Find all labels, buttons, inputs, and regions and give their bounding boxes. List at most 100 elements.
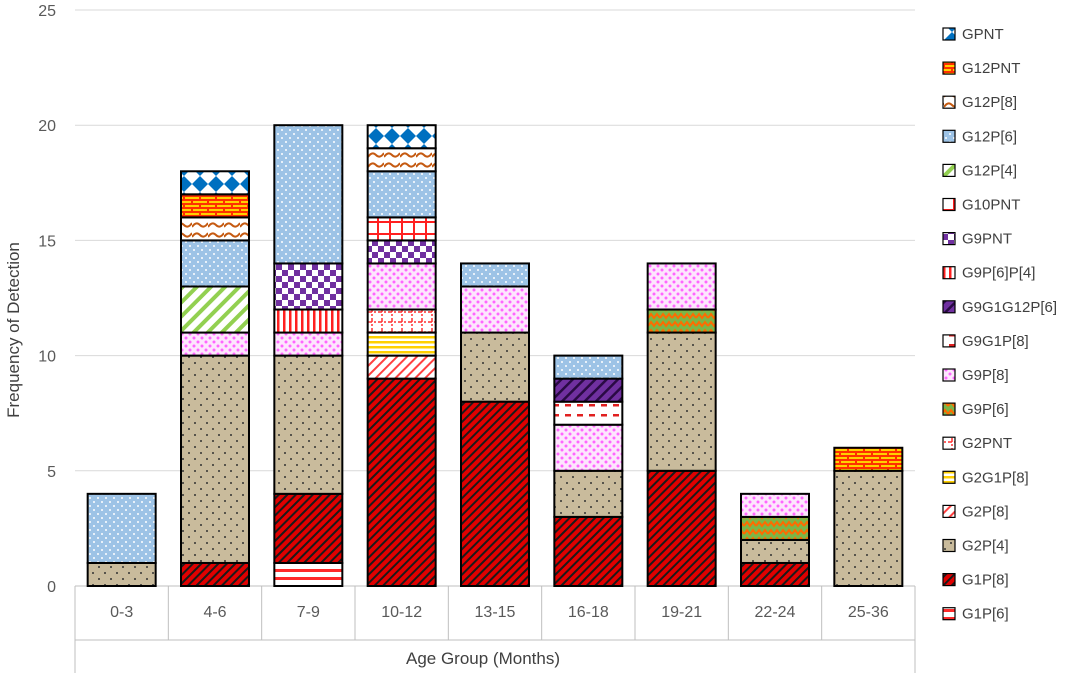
y-tick-label: 10 bbox=[38, 349, 56, 366]
bar-segment-G2P[4]-19-21 bbox=[646, 331, 717, 472]
bar-stack-0-3 bbox=[86, 492, 157, 588]
legend-label: G2G1P[8] bbox=[962, 469, 1029, 486]
legend-swatch bbox=[942, 95, 956, 109]
y-tick-label: 5 bbox=[47, 464, 56, 481]
bar-segment-G9PNT-10-12 bbox=[366, 239, 437, 265]
legend-item-G9G1P[8]: G9G1P[8] bbox=[942, 333, 1029, 350]
bar-segment-GPNT-4-6 bbox=[180, 170, 250, 196]
legend-swatch bbox=[942, 368, 956, 382]
y-tick-label: 15 bbox=[38, 233, 56, 250]
bar-segment-G9P[8]-4-6 bbox=[180, 331, 250, 357]
legend-swatch bbox=[942, 538, 956, 553]
bar-segment-G1P[8]-22-24 bbox=[740, 561, 810, 588]
bar-segment-GPNT-10-12 bbox=[366, 124, 437, 150]
legend-label: G1P[8] bbox=[962, 572, 1009, 589]
x-axis-ticks: 0-3 4-6 7-9 10-12 13-15 16-18 19-21 22-24 25-36 bbox=[110, 604, 889, 621]
legend-label: G12PNT bbox=[962, 60, 1020, 77]
legend-item-G12PNT: G12PNT bbox=[942, 60, 1020, 77]
legend-label: G1P[6] bbox=[962, 606, 1009, 623]
legend-swatch bbox=[942, 163, 956, 177]
legend-label: G9PNT bbox=[962, 231, 1012, 248]
legend-item-G9G1G12P[6]: G9G1G12P[6] bbox=[942, 299, 1057, 316]
x-tick-label: 13-15 bbox=[475, 604, 516, 621]
bar-segment-G2PNT-10-12 bbox=[366, 308, 437, 334]
legend-item-G12P[4]: G12P[4] bbox=[942, 162, 1017, 179]
legend-item-G9P[6]: G9P[6] bbox=[942, 401, 1009, 418]
bar-segment-G9P[8]-10-12 bbox=[366, 262, 437, 311]
bar-segment-G1P[8]-7-9 bbox=[273, 492, 344, 564]
bar-segment-G9PNT-7-9 bbox=[273, 262, 344, 311]
bar-stack-13-15 bbox=[460, 262, 530, 587]
x-tick-label: 16-18 bbox=[568, 604, 609, 621]
legend-swatch bbox=[942, 61, 956, 75]
legend-label: GPNT bbox=[962, 26, 1004, 43]
legend-swatch bbox=[942, 197, 956, 212]
legend-swatch bbox=[942, 129, 956, 143]
bar-segment-G9P[8]-16-18 bbox=[553, 423, 624, 472]
bar-segment-G1P[8]-4-6 bbox=[180, 561, 250, 588]
bar-segment-G1P[6]-7-9 bbox=[273, 561, 344, 588]
legend-item-G9P[8]: G9P[8] bbox=[942, 367, 1009, 384]
legend-item-G12P[6]: G12P[6] bbox=[942, 128, 1017, 145]
legend-swatch bbox=[942, 470, 956, 484]
bar-segment-G12P[6]-10-12 bbox=[366, 170, 437, 219]
bar-segment-G12PNT-4-6 bbox=[180, 193, 250, 219]
legend-swatch bbox=[942, 572, 956, 587]
bar-segment-G9G1G12P[6]-16-18 bbox=[553, 377, 624, 403]
bar-segment-G2P[4]-13-15 bbox=[460, 331, 530, 403]
x-tick-label: 0-3 bbox=[110, 604, 133, 621]
bar-segment-G1P[8]-10-12 bbox=[366, 377, 437, 588]
legend-item-G12P[8]: G12P[8] bbox=[942, 94, 1017, 111]
legend-swatch bbox=[942, 27, 956, 41]
y-tick-label: 0 bbox=[47, 579, 56, 596]
bar-segment-G1P[8]-13-15 bbox=[460, 400, 530, 587]
bar-segment-G1P[8]-16-18 bbox=[553, 515, 624, 588]
bar-segment-G12P[6]-16-18 bbox=[553, 354, 624, 380]
bar-segment-G12P[8]-10-12 bbox=[366, 147, 437, 173]
legend-label: G12P[4] bbox=[962, 162, 1017, 179]
legend-item-G2P[8]: G2P[8] bbox=[942, 503, 1009, 520]
bar-segment-G2P[4]-22-24 bbox=[740, 538, 810, 564]
bar-stack-4-6 bbox=[180, 170, 250, 588]
y-tick-label: 20 bbox=[38, 118, 56, 135]
bar-segment-G2P[4]-16-18 bbox=[553, 469, 624, 518]
legend-label: G12P[8] bbox=[962, 94, 1017, 111]
bar-segment-G9G1P[8]-16-18 bbox=[553, 400, 624, 426]
bar-segment-G12P[4]-4-6 bbox=[180, 285, 250, 334]
bar-segment-G9P[6]P[4]-7-9 bbox=[273, 308, 344, 334]
y-tick-label: 25 bbox=[38, 3, 56, 20]
bar-segment-G12P[6]-7-9 bbox=[273, 124, 344, 265]
bar-segment-G9P[8]-7-9 bbox=[273, 331, 344, 357]
legend-item-GPNT: GPNT bbox=[942, 26, 1004, 43]
bar-segment-G12P[6]-0-3 bbox=[86, 492, 157, 564]
bar-segment-G9P[6]-22-24 bbox=[740, 515, 810, 541]
legend-item-G1P[8]: G1P[8] bbox=[942, 572, 1009, 589]
x-tick-label: 22-24 bbox=[755, 604, 796, 621]
bar-segment-G2P[4]-25-36 bbox=[833, 469, 904, 587]
legend-label: G2P[8] bbox=[962, 503, 1009, 520]
legend-item-G2P[4]: G2P[4] bbox=[942, 538, 1009, 555]
bar-segment-G12PNT-25-36 bbox=[833, 446, 904, 472]
x-tick-label: 25-36 bbox=[848, 604, 889, 621]
legend: GPNT G12PNT G12P[8] G12P[6] G12P[4] G10PNT G9P… bbox=[942, 26, 1057, 623]
legend-label: G9P[6] bbox=[962, 401, 1009, 418]
y-axis-ticks: 0 5 10 15 20 25 bbox=[38, 3, 56, 596]
bar-stack-10-12 bbox=[366, 124, 437, 588]
legend-label: G12P[6] bbox=[962, 128, 1017, 145]
legend-swatch bbox=[942, 232, 956, 246]
legend-item-G10PNT: G10PNT bbox=[942, 197, 1020, 214]
bar-segment-G9P[8]-13-15 bbox=[460, 285, 530, 334]
legend-item-G1P[6]: G1P[6] bbox=[942, 606, 1009, 623]
legend-swatch bbox=[942, 504, 956, 518]
legend-swatch bbox=[942, 334, 956, 348]
bar-segment-G12P[6]-4-6 bbox=[180, 239, 250, 288]
legend-label: G9G1G12P[6] bbox=[962, 299, 1057, 316]
bar-segment-G2P[4]-4-6 bbox=[180, 354, 250, 564]
legend-swatch bbox=[942, 300, 956, 314]
bar-segment-G2P[4]-7-9 bbox=[273, 354, 344, 495]
bar-stack-22-24 bbox=[740, 492, 810, 588]
legend-swatch bbox=[942, 402, 956, 416]
legend-item-G9P[6]P[4]: G9P[6]P[4] bbox=[942, 265, 1035, 282]
bar-segment-G2G1P[8]-10-12 bbox=[366, 331, 437, 357]
